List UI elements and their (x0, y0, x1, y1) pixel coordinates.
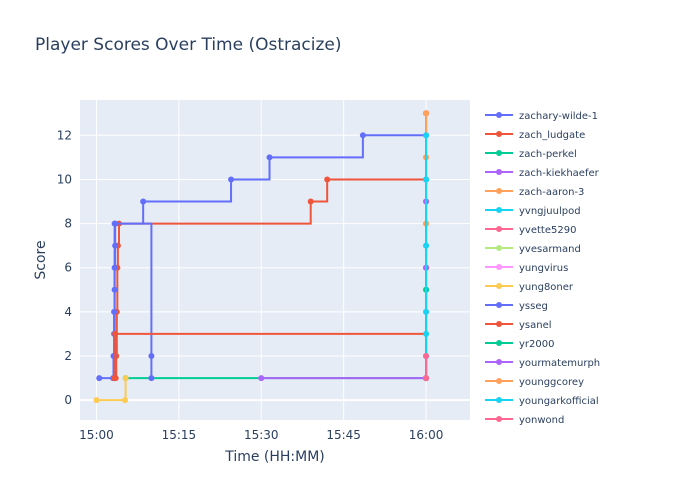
legend-entry: zach-kiekhaefer (519, 168, 600, 179)
y-tick-label: 2 (64, 349, 72, 363)
series-point-10 (111, 286, 118, 293)
series-point-9 (122, 375, 129, 382)
legend-swatch-marker (496, 302, 502, 308)
legend-swatch-marker (496, 359, 502, 365)
series-point-9 (93, 397, 100, 404)
series-point-0 (140, 198, 147, 205)
series-point-0 (228, 176, 235, 183)
legend-swatch-marker (496, 169, 502, 175)
series-point-0 (266, 154, 273, 161)
y-axis-label: Score (33, 240, 49, 279)
legend-entry: yonwond (519, 415, 564, 426)
legend-swatch-marker (496, 226, 502, 232)
x-tick-label: 15:30 (244, 428, 279, 442)
series-point-10 (148, 375, 155, 382)
legend-entry: yourmatemurph (519, 358, 600, 369)
legend-swatch-marker (496, 207, 502, 213)
chart-title: Player Scores Over Time (Ostracize) (35, 35, 342, 55)
series-point-11 (111, 375, 118, 382)
legend-entry: zach_ludgate (519, 130, 585, 141)
legend-entry: yvette5290 (519, 225, 576, 236)
series-point-0 (96, 375, 103, 382)
legend-entry: yungvirus (519, 263, 568, 274)
series-point-15 (423, 132, 430, 139)
series-point-11 (112, 330, 119, 337)
series-point-15 (423, 308, 430, 315)
legend-swatch-marker (496, 340, 502, 346)
legend-swatch-marker (496, 283, 502, 289)
series-point-16 (423, 353, 430, 359)
y-tick-label: 12 (57, 128, 72, 142)
legend-swatch-marker (496, 416, 502, 422)
legend-entry: yvngjuulpod (519, 206, 581, 217)
legend-entry: ysanel (519, 320, 552, 331)
legend: zachary-wilde-1 zach_ludgate zach-perkel za… (485, 111, 600, 426)
series-point-15 (423, 176, 430, 183)
series-point-14 (423, 110, 430, 117)
legend-swatch-marker (496, 112, 502, 118)
y-tick-label: 0 (64, 393, 72, 407)
x-tick-label: 16:00 (409, 428, 444, 442)
legend-swatch-marker (496, 188, 502, 194)
series-point-3 (258, 375, 265, 382)
series-point-10 (112, 220, 119, 227)
legend-entry: yr2000 (519, 339, 554, 350)
series-point-10 (148, 353, 155, 359)
series-layer (93, 110, 430, 404)
legend-swatch-marker (496, 150, 502, 156)
plot-area (80, 100, 470, 420)
y-tick-label: 4 (64, 305, 72, 319)
series-point-1 (307, 198, 314, 205)
x-tick-label: 15:45 (326, 428, 361, 442)
series-point-9 (122, 397, 129, 404)
x-tick-label: 15:00 (79, 428, 114, 442)
y-tick-label: 10 (57, 172, 72, 186)
series-point-10 (111, 264, 118, 271)
legend-swatch-marker (496, 264, 502, 270)
y-tick-label: 6 (64, 261, 72, 275)
legend-entry: younggcorey (519, 377, 584, 388)
legend-swatch-marker (496, 397, 502, 403)
legend-entry: zach-perkel (519, 149, 577, 160)
legend-swatch-marker (496, 245, 502, 251)
legend-swatch-marker (496, 321, 502, 327)
legend-entry: yung8oner (519, 282, 574, 293)
series-point-10 (112, 242, 119, 249)
legend-entry: zach-aaron-3 (519, 187, 584, 198)
legend-swatch-marker (496, 378, 502, 384)
axis-layer: 15:00 15:15 15:30 15:45 16:00 0 2 4 6 8 10 12 (57, 128, 444, 442)
series-point-16 (423, 375, 430, 382)
legend-entry: ysseg (519, 301, 548, 312)
y-tick-label: 8 (64, 217, 72, 231)
series-point-15 (423, 242, 430, 249)
legend-entry: youngarkofficial (519, 396, 599, 407)
series-point-15 (423, 330, 430, 337)
legend-swatch-marker (496, 131, 502, 137)
x-tick-label: 15:15 (162, 428, 197, 442)
series-point-1 (324, 176, 331, 183)
x-axis-label: Time (HH:MM) (224, 449, 325, 465)
series-point-0 (359, 132, 366, 139)
legend-entry: zachary-wilde-1 (519, 111, 598, 122)
legend-entry: yvesarmand (519, 244, 581, 255)
series-point-10 (111, 308, 118, 315)
